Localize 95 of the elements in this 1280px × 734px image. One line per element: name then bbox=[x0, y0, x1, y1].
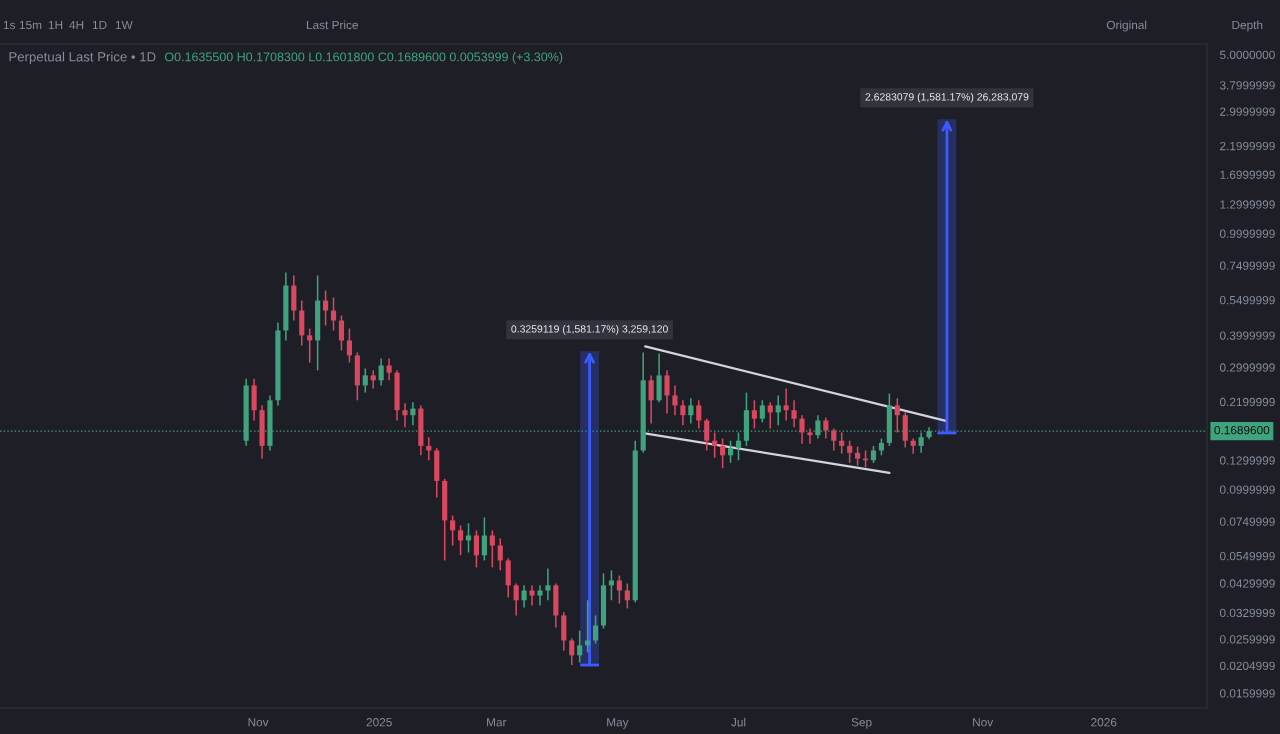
x-tick-label: Sep bbox=[851, 718, 872, 729]
candlestick bbox=[346, 327, 352, 364]
candlestick bbox=[783, 387, 789, 422]
x-tick-label: 2025 bbox=[366, 718, 392, 727]
candlestick bbox=[624, 582, 630, 610]
candlestick bbox=[569, 637, 575, 666]
candlestick bbox=[688, 397, 694, 425]
candlestick bbox=[751, 399, 757, 430]
candlestick bbox=[330, 296, 337, 332]
y-tick-label: 0.0749999 bbox=[1219, 517, 1275, 526]
candlestick bbox=[322, 289, 329, 327]
candlestick bbox=[529, 584, 535, 607]
x-tick-label: Mar bbox=[487, 718, 507, 727]
y-tick-label: 0.0204999 bbox=[1219, 661, 1275, 670]
candlestick bbox=[894, 397, 900, 434]
candlestick bbox=[545, 567, 551, 602]
candlestick bbox=[720, 437, 726, 470]
y-tick-label: 0.7499999 bbox=[1219, 261, 1275, 270]
candlestick bbox=[680, 399, 686, 427]
candlestick bbox=[616, 574, 622, 605]
x-tick-label: Jul bbox=[731, 717, 746, 727]
candlestick bbox=[767, 401, 773, 430]
candlestick bbox=[513, 582, 519, 617]
candlestick bbox=[489, 529, 495, 569]
data-label: 2.6283079 (1,581.17%) 26,283,079 bbox=[865, 92, 1029, 103]
text: Original bbox=[1106, 20, 1147, 32]
candlestick bbox=[410, 401, 416, 427]
candlestick bbox=[465, 522, 472, 554]
candlestick bbox=[362, 367, 368, 394]
y-tick-label: 0.9999999 bbox=[1219, 229, 1275, 238]
text: Depth bbox=[1232, 20, 1263, 32]
candlestick bbox=[481, 516, 487, 562]
candlestick bbox=[735, 431, 742, 462]
y-tick-label: 0.2199999 bbox=[1219, 397, 1275, 407]
y-tick-label: 2.1999999 bbox=[1220, 141, 1275, 151]
y-tick-label: 0.1299999 bbox=[1219, 456, 1275, 465]
candlestick bbox=[759, 399, 765, 424]
candlestick bbox=[307, 327, 313, 364]
y-tick-label: 0.5499999 bbox=[1219, 295, 1275, 305]
text: 1D bbox=[92, 20, 107, 30]
text: 15m bbox=[19, 20, 42, 30]
candlestick bbox=[696, 399, 702, 430]
data-label: 0.3259119 (1,581.17%) 3,259,120 bbox=[511, 324, 668, 335]
text: 4H bbox=[69, 20, 84, 30]
text: 1s bbox=[3, 20, 16, 30]
candlestick bbox=[823, 416, 829, 440]
candlestick bbox=[807, 427, 813, 445]
candlestick bbox=[537, 584, 543, 607]
candlestick bbox=[497, 537, 503, 572]
candlestick bbox=[521, 584, 527, 609]
y-tick-label: 0.0259999 bbox=[1219, 635, 1275, 644]
y-tick-label: 0.0999999 bbox=[1219, 485, 1275, 494]
candlestick bbox=[402, 402, 408, 429]
candlestick bbox=[831, 427, 837, 452]
y-tick-label: 1.6999999 bbox=[1220, 170, 1275, 179]
candlestick bbox=[775, 394, 781, 427]
y-tick-label: 1.2999999 bbox=[1220, 200, 1275, 209]
candlestick bbox=[712, 431, 718, 459]
candlestick bbox=[386, 357, 392, 382]
x-tick-label: Nov bbox=[248, 718, 269, 727]
candlestick bbox=[704, 417, 710, 452]
candlestick bbox=[457, 524, 464, 557]
y-tick-label: 0.3999999 bbox=[1219, 331, 1275, 340]
candlestick bbox=[855, 445, 861, 467]
text: 1H bbox=[48, 20, 63, 30]
candlestick bbox=[608, 569, 615, 602]
candlestick bbox=[378, 357, 384, 387]
ref-line-label: 0.1689600 bbox=[1214, 425, 1270, 435]
y-tick-label: 0.0429999 bbox=[1219, 579, 1275, 588]
candlestick bbox=[473, 529, 480, 569]
candlestick bbox=[648, 374, 654, 425]
y-tick-label: 0.0549999 bbox=[1219, 551, 1275, 561]
candlestick bbox=[847, 439, 853, 464]
candlestick bbox=[664, 369, 670, 415]
y-tick-label: 5.0000000 bbox=[1219, 50, 1275, 59]
x-tick-label: May bbox=[607, 718, 629, 729]
candlestick bbox=[839, 431, 845, 455]
y-tick-label: 2.9999999 bbox=[1220, 107, 1275, 116]
text: Last Price bbox=[306, 20, 358, 30]
candlestick bbox=[338, 314, 345, 352]
text: O0.1635500 H0.1708300 L0.1601800 C0.1689600 0.0053999 (+3.30%) bbox=[165, 52, 563, 64]
x-tick-label: Nov bbox=[973, 718, 994, 727]
candlestick bbox=[727, 439, 734, 464]
candlestick bbox=[370, 369, 376, 390]
y-tick-label: 0.2999999 bbox=[1219, 363, 1275, 372]
candlestick bbox=[791, 399, 797, 429]
x-tick-label: 2026 bbox=[1091, 718, 1117, 727]
y-tick-label: 3.7999999 bbox=[1219, 81, 1275, 90]
text: 1W bbox=[115, 20, 133, 30]
y-tick-label: 0.0159999 bbox=[1219, 689, 1275, 698]
text: Perpetual Last Price • 1D bbox=[9, 51, 156, 65]
candlestick bbox=[672, 384, 678, 416]
y-tick-label: 0.0329999 bbox=[1219, 608, 1275, 618]
candlestick bbox=[450, 514, 456, 547]
candlestick bbox=[799, 414, 805, 445]
